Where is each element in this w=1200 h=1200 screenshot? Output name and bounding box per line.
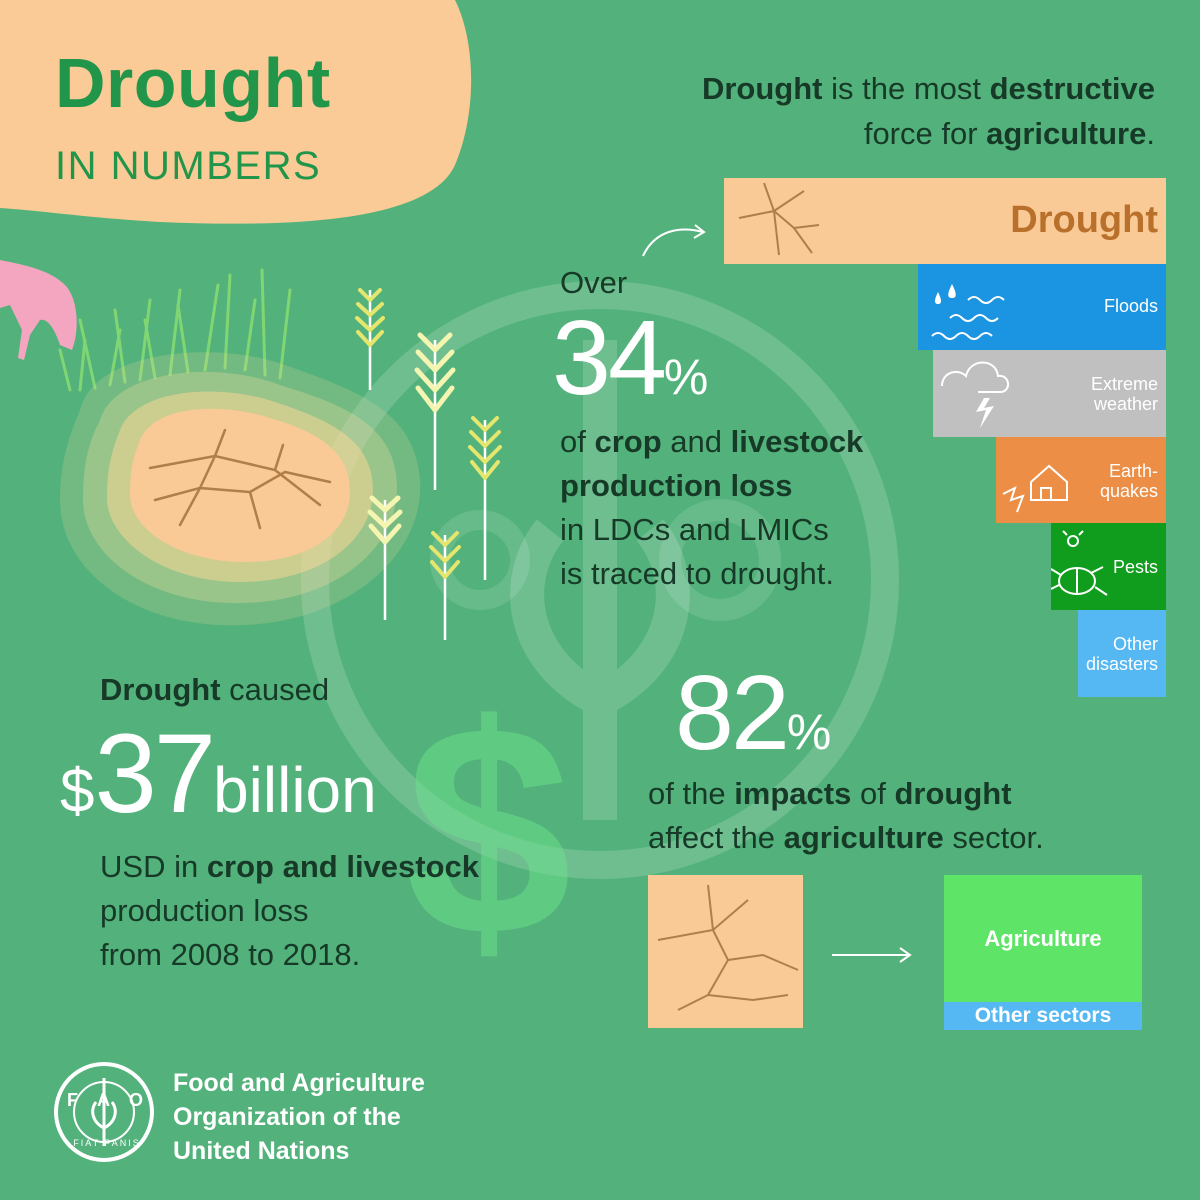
- stat-82-line2: affect the agriculture sector.: [648, 816, 1168, 860]
- fao-watermark-icon: [301, 281, 899, 879]
- agriculture-share: Agriculture: [944, 875, 1142, 1002]
- stat-34-line1: of crop and livestock: [560, 420, 960, 464]
- stat-37-lead: Drought caused: [100, 668, 329, 712]
- bar-extreme-weather: Extreme weather: [933, 350, 1166, 437]
- bar-label-line: Extreme: [1090, 374, 1158, 394]
- wheat-stalks-icon: [355, 288, 502, 640]
- bar-label-line: quakes: [1099, 481, 1158, 501]
- bar-label-extreme-weather: Extreme weather: [1091, 374, 1158, 414]
- stat-34-line3: in LDCs and LMICs: [560, 512, 829, 547]
- other-sectors-label: Other sectors: [974, 1004, 1112, 1027]
- stat-34-line4: is traced to drought.: [560, 556, 834, 591]
- stat-37-unit: billion: [213, 754, 377, 826]
- organization-name: Food and Agriculture Organization of the…: [173, 1066, 425, 1168]
- text-span: sector.: [943, 820, 1044, 855]
- stat-37-line3: from 2008 to 2018.: [100, 937, 361, 972]
- bar-label-floods: Floods: [1103, 296, 1158, 316]
- stat-34-line2: production loss: [560, 464, 960, 508]
- stat-34-unit: %: [663, 349, 709, 405]
- text-span: of: [851, 776, 895, 811]
- stat-34-prefix: Over: [560, 265, 628, 300]
- bar-floods: Floods: [918, 264, 1166, 350]
- cracked-soil-icon: [738, 183, 820, 256]
- bar-label-line: disasters: [1085, 654, 1158, 674]
- fao-letter: F: [67, 1090, 78, 1110]
- text-span: USD in: [100, 849, 207, 884]
- drought-tile: [648, 875, 803, 1028]
- stat-82-description: of the impacts of drought affect the agr…: [648, 772, 1168, 860]
- bar-label-line: Earth-: [1108, 461, 1158, 481]
- bar-label-line: weather: [1093, 394, 1158, 414]
- text-span: of the: [648, 776, 735, 811]
- text-bold: production loss: [560, 468, 793, 503]
- stat-37-number: 37: [94, 711, 216, 836]
- bar-pests: Pests: [1051, 523, 1166, 610]
- page-title: Drought: [55, 44, 331, 122]
- page-subtitle: IN NUMBERS: [55, 144, 322, 188]
- stat-37-value: $37billion: [60, 718, 377, 830]
- bar-drought: Drought: [724, 178, 1166, 264]
- grass-icon: [58, 268, 292, 392]
- stat-82-value: 82%: [675, 660, 831, 766]
- headline-text: Drought is the most destructive force fo…: [535, 66, 1155, 156]
- bar-other-disasters: Other disasters: [1078, 610, 1166, 697]
- stat-34-value: 34%: [552, 305, 708, 411]
- org-line3: United Nations: [173, 1137, 350, 1165]
- headline-part: is the most: [822, 71, 990, 106]
- text-span: affect the: [648, 820, 784, 855]
- stat-37-line2: production loss: [100, 893, 309, 928]
- text-bold: crop: [594, 424, 662, 459]
- stat-37-currency: $: [60, 757, 95, 826]
- text-span: caused: [220, 672, 330, 707]
- headline-bold-agriculture: agriculture: [986, 116, 1147, 151]
- org-line2: Organization of the: [173, 1103, 401, 1131]
- stat-37-description: USD in crop and livestock production los…: [100, 845, 580, 977]
- fao-letter: A: [96, 1090, 110, 1110]
- text-bold: impacts: [734, 776, 852, 811]
- curved-arrow-icon: [642, 224, 706, 257]
- stat-82-unit: %: [786, 704, 832, 760]
- text-bold: agriculture: [783, 820, 944, 855]
- sector-share-box: Agriculture Other sectors: [944, 875, 1142, 1030]
- cracked-soil-icon: [657, 884, 799, 1011]
- other-sectors-share: Other sectors: [944, 1002, 1142, 1030]
- org-line1: Food and Agriculture: [173, 1069, 425, 1097]
- headline-part: .: [1146, 116, 1155, 151]
- fao-logo-motto: FIAT PANIS: [73, 1138, 141, 1148]
- bar-label-earthquakes: Earth- quakes: [1100, 461, 1158, 501]
- bar-label-line: Other: [1112, 634, 1158, 654]
- headline-bold-destructive: destructive: [989, 71, 1155, 106]
- bar-label-drought: Drought: [1010, 199, 1158, 241]
- text-bold: drought: [894, 776, 1012, 811]
- fao-letter: O: [128, 1090, 143, 1110]
- dry-land-illustration: [60, 352, 421, 626]
- stat-82-number: 82: [675, 654, 790, 772]
- text-span: of: [560, 424, 595, 459]
- headline-bold-drought: Drought: [701, 71, 823, 106]
- text-bold: Drought: [100, 672, 221, 707]
- text-bold: crop and livestock: [206, 849, 480, 884]
- text-bold: livestock: [730, 424, 864, 459]
- agriculture-label: Agriculture: [984, 925, 1102, 951]
- arrow-right-icon: [832, 947, 912, 963]
- bug-icon: [1051, 530, 1108, 596]
- bar-label-other-disasters: Other disasters: [1086, 634, 1158, 674]
- fao-logo-icon: [54, 1062, 154, 1162]
- bar-label-pests: Pests: [1112, 557, 1158, 577]
- storm-cloud-icon: [941, 361, 1009, 428]
- cow-head-icon: [0, 260, 77, 360]
- water-waves-icon: [931, 284, 1005, 340]
- text-span: and: [661, 424, 731, 459]
- headline-part: force for: [863, 116, 987, 151]
- bar-earthquakes: Earth- quakes: [996, 437, 1166, 523]
- title-blob-shape: [0, 0, 472, 224]
- stat-34-description: of crop and livestock production loss in…: [560, 420, 960, 596]
- stat-37-line1: USD in crop and livestock: [100, 845, 580, 889]
- house-crack-icon: [1002, 464, 1068, 513]
- stat-34-number: 34: [552, 299, 667, 417]
- stat-82-line1: of the impacts of drought: [648, 772, 1168, 816]
- dollar-watermark-icon: $: [405, 662, 572, 998]
